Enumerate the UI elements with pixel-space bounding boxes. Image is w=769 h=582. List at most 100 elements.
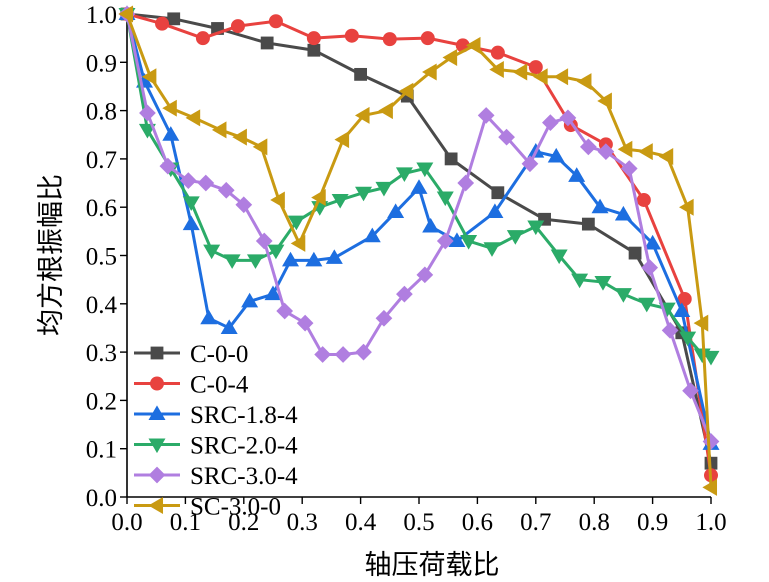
data-point-src-3-0-4 bbox=[542, 114, 559, 132]
data-point-src-3-0-4 bbox=[477, 107, 495, 124]
data-point-src-2-0-4 bbox=[246, 254, 264, 269]
data-point-c-0-0 bbox=[307, 43, 321, 57]
data-point-sc-3-0-0 bbox=[533, 68, 548, 86]
data-point-c-0-4 bbox=[230, 19, 245, 34]
data-point-src-3-0-4 bbox=[314, 346, 332, 363]
data-point-src-3-0-4 bbox=[179, 172, 197, 190]
data-point-sc-3-0-0 bbox=[489, 61, 504, 79]
legend-marker bbox=[148, 405, 166, 421]
x-tick-label: 1.0 bbox=[695, 509, 726, 536]
series-sc-3-0-0 bbox=[118, 5, 718, 496]
data-point-src-2-0-4 bbox=[416, 162, 434, 178]
data-point-src-2-0-4 bbox=[506, 230, 524, 245]
data-point-src-1-8-4 bbox=[305, 251, 323, 267]
data-point-sc-3-0-0 bbox=[658, 147, 674, 165]
data-point-src-3-0-4 bbox=[559, 109, 577, 127]
data-point-src-1-8-4 bbox=[410, 179, 428, 194]
y-tick-label: 0.3 bbox=[86, 340, 117, 367]
data-point-sc-3-0-0 bbox=[118, 5, 134, 23]
data-point-src-3-0-4 bbox=[597, 143, 615, 161]
legend-marker bbox=[149, 376, 164, 391]
data-point-src-2-0-4 bbox=[550, 249, 568, 265]
x-tick-label: 0.7 bbox=[520, 509, 551, 536]
data-point-src-1-8-4 bbox=[182, 215, 200, 231]
data-point-src-1-8-4 bbox=[568, 167, 586, 182]
data-point-c-0-4 bbox=[155, 16, 170, 31]
y-tick-label: 0.5 bbox=[86, 244, 117, 271]
data-point-src-1-8-4 bbox=[200, 309, 218, 325]
legend-marker bbox=[148, 497, 164, 514]
data-point-sc-3-0-0 bbox=[702, 478, 718, 496]
data-point-sc-3-0-0 bbox=[597, 92, 612, 110]
data-point-src-3-0-4 bbox=[235, 196, 253, 214]
x-tick-label: 0.4 bbox=[345, 509, 377, 536]
legend-item-c-0-0: C-0-0 bbox=[134, 341, 248, 368]
data-point-src-2-0-4 bbox=[460, 234, 478, 250]
data-point-c-0-4 bbox=[490, 45, 505, 60]
legend-label: SRC-3.0-4 bbox=[190, 463, 298, 490]
data-point-src-2-0-4 bbox=[436, 191, 454, 207]
data-point-sc-3-0-0 bbox=[354, 106, 370, 124]
data-point-src-2-0-4 bbox=[287, 215, 305, 231]
data-point-c-0-4 bbox=[195, 31, 210, 46]
data-point-src-3-0-4 bbox=[139, 104, 156, 122]
data-point-c-0-0 bbox=[491, 186, 505, 200]
data-point-sc-3-0-0 bbox=[512, 63, 528, 81]
data-point-c-0-4 bbox=[306, 31, 321, 46]
data-point-src-2-0-4 bbox=[267, 244, 285, 260]
data-point-src-2-0-4 bbox=[375, 181, 393, 197]
data-point-src-2-0-4 bbox=[679, 331, 697, 347]
data-point-sc-3-0-0 bbox=[617, 140, 633, 158]
data-point-src-1-8-4 bbox=[486, 203, 504, 219]
data-point-c-0-0 bbox=[581, 217, 595, 231]
data-point-c-0-4 bbox=[636, 192, 651, 207]
data-point-sc-3-0-0 bbox=[252, 138, 268, 156]
y-tick-label: 0.0 bbox=[86, 485, 117, 512]
data-point-src-3-0-4 bbox=[641, 259, 659, 276]
y-tick-label: 0.6 bbox=[86, 195, 117, 222]
data-point-src-3-0-4 bbox=[217, 181, 235, 199]
data-point-sc-3-0-0 bbox=[162, 99, 177, 117]
data-point-src-3-0-4 bbox=[521, 155, 539, 173]
data-point-src-1-8-4 bbox=[673, 302, 691, 318]
legend-label: SRC-2.0-4 bbox=[190, 433, 298, 460]
series-src-3-0-4 bbox=[118, 5, 720, 450]
legend-item-src-3-0-4: SRC-3.0-4 bbox=[134, 463, 298, 490]
data-point-src-3-0-4 bbox=[396, 285, 413, 303]
data-point-src-2-0-4 bbox=[571, 273, 589, 289]
y-axis-title: 均方根振幅比 bbox=[36, 174, 67, 336]
data-point-c-0-4 bbox=[528, 60, 543, 75]
legend-label: SRC-1.8-4 bbox=[190, 402, 298, 429]
data-point-c-0-0 bbox=[167, 12, 181, 26]
data-point-src-2-0-4 bbox=[331, 193, 349, 209]
x-tick-label: 0.5 bbox=[403, 509, 434, 536]
data-point-src-3-0-4 bbox=[416, 266, 434, 284]
data-point-src-1-8-4 bbox=[547, 147, 565, 163]
x-tick-label: 0.3 bbox=[287, 509, 318, 536]
data-point-sc-3-0-0 bbox=[465, 36, 481, 54]
data-point-sc-3-0-0 bbox=[422, 63, 437, 81]
data-point-sc-3-0-0 bbox=[398, 82, 414, 100]
legend-marker bbox=[148, 466, 166, 484]
data-point-src-1-8-4 bbox=[162, 126, 180, 141]
data-point-src-2-0-4 bbox=[138, 123, 156, 139]
legend-marker bbox=[150, 346, 164, 360]
y-tick-label: 1.0 bbox=[86, 2, 117, 29]
data-point-src-3-0-4 bbox=[498, 128, 515, 146]
data-point-c-0-0 bbox=[260, 36, 274, 50]
data-point-src-1-8-4 bbox=[448, 232, 466, 248]
legend-label: C-0-0 bbox=[190, 341, 248, 368]
y-tick-label: 0.4 bbox=[86, 292, 118, 319]
data-point-src-3-0-4 bbox=[579, 138, 597, 156]
data-point-sc-3-0-0 bbox=[693, 314, 709, 332]
data-point-sc-3-0-0 bbox=[553, 68, 569, 86]
legend-item-sc-3-0-0: SC-3.0-0 bbox=[134, 494, 281, 521]
data-point-src-3-0-4 bbox=[436, 232, 454, 250]
data-point-sc-3-0-0 bbox=[679, 198, 694, 216]
data-point-src-2-0-4 bbox=[614, 288, 632, 303]
data-point-src-3-0-4 bbox=[296, 314, 314, 332]
data-point-sc-3-0-0 bbox=[270, 191, 285, 209]
data-point-src-1-8-4 bbox=[363, 227, 381, 243]
data-point-sc-3-0-0 bbox=[185, 109, 201, 127]
